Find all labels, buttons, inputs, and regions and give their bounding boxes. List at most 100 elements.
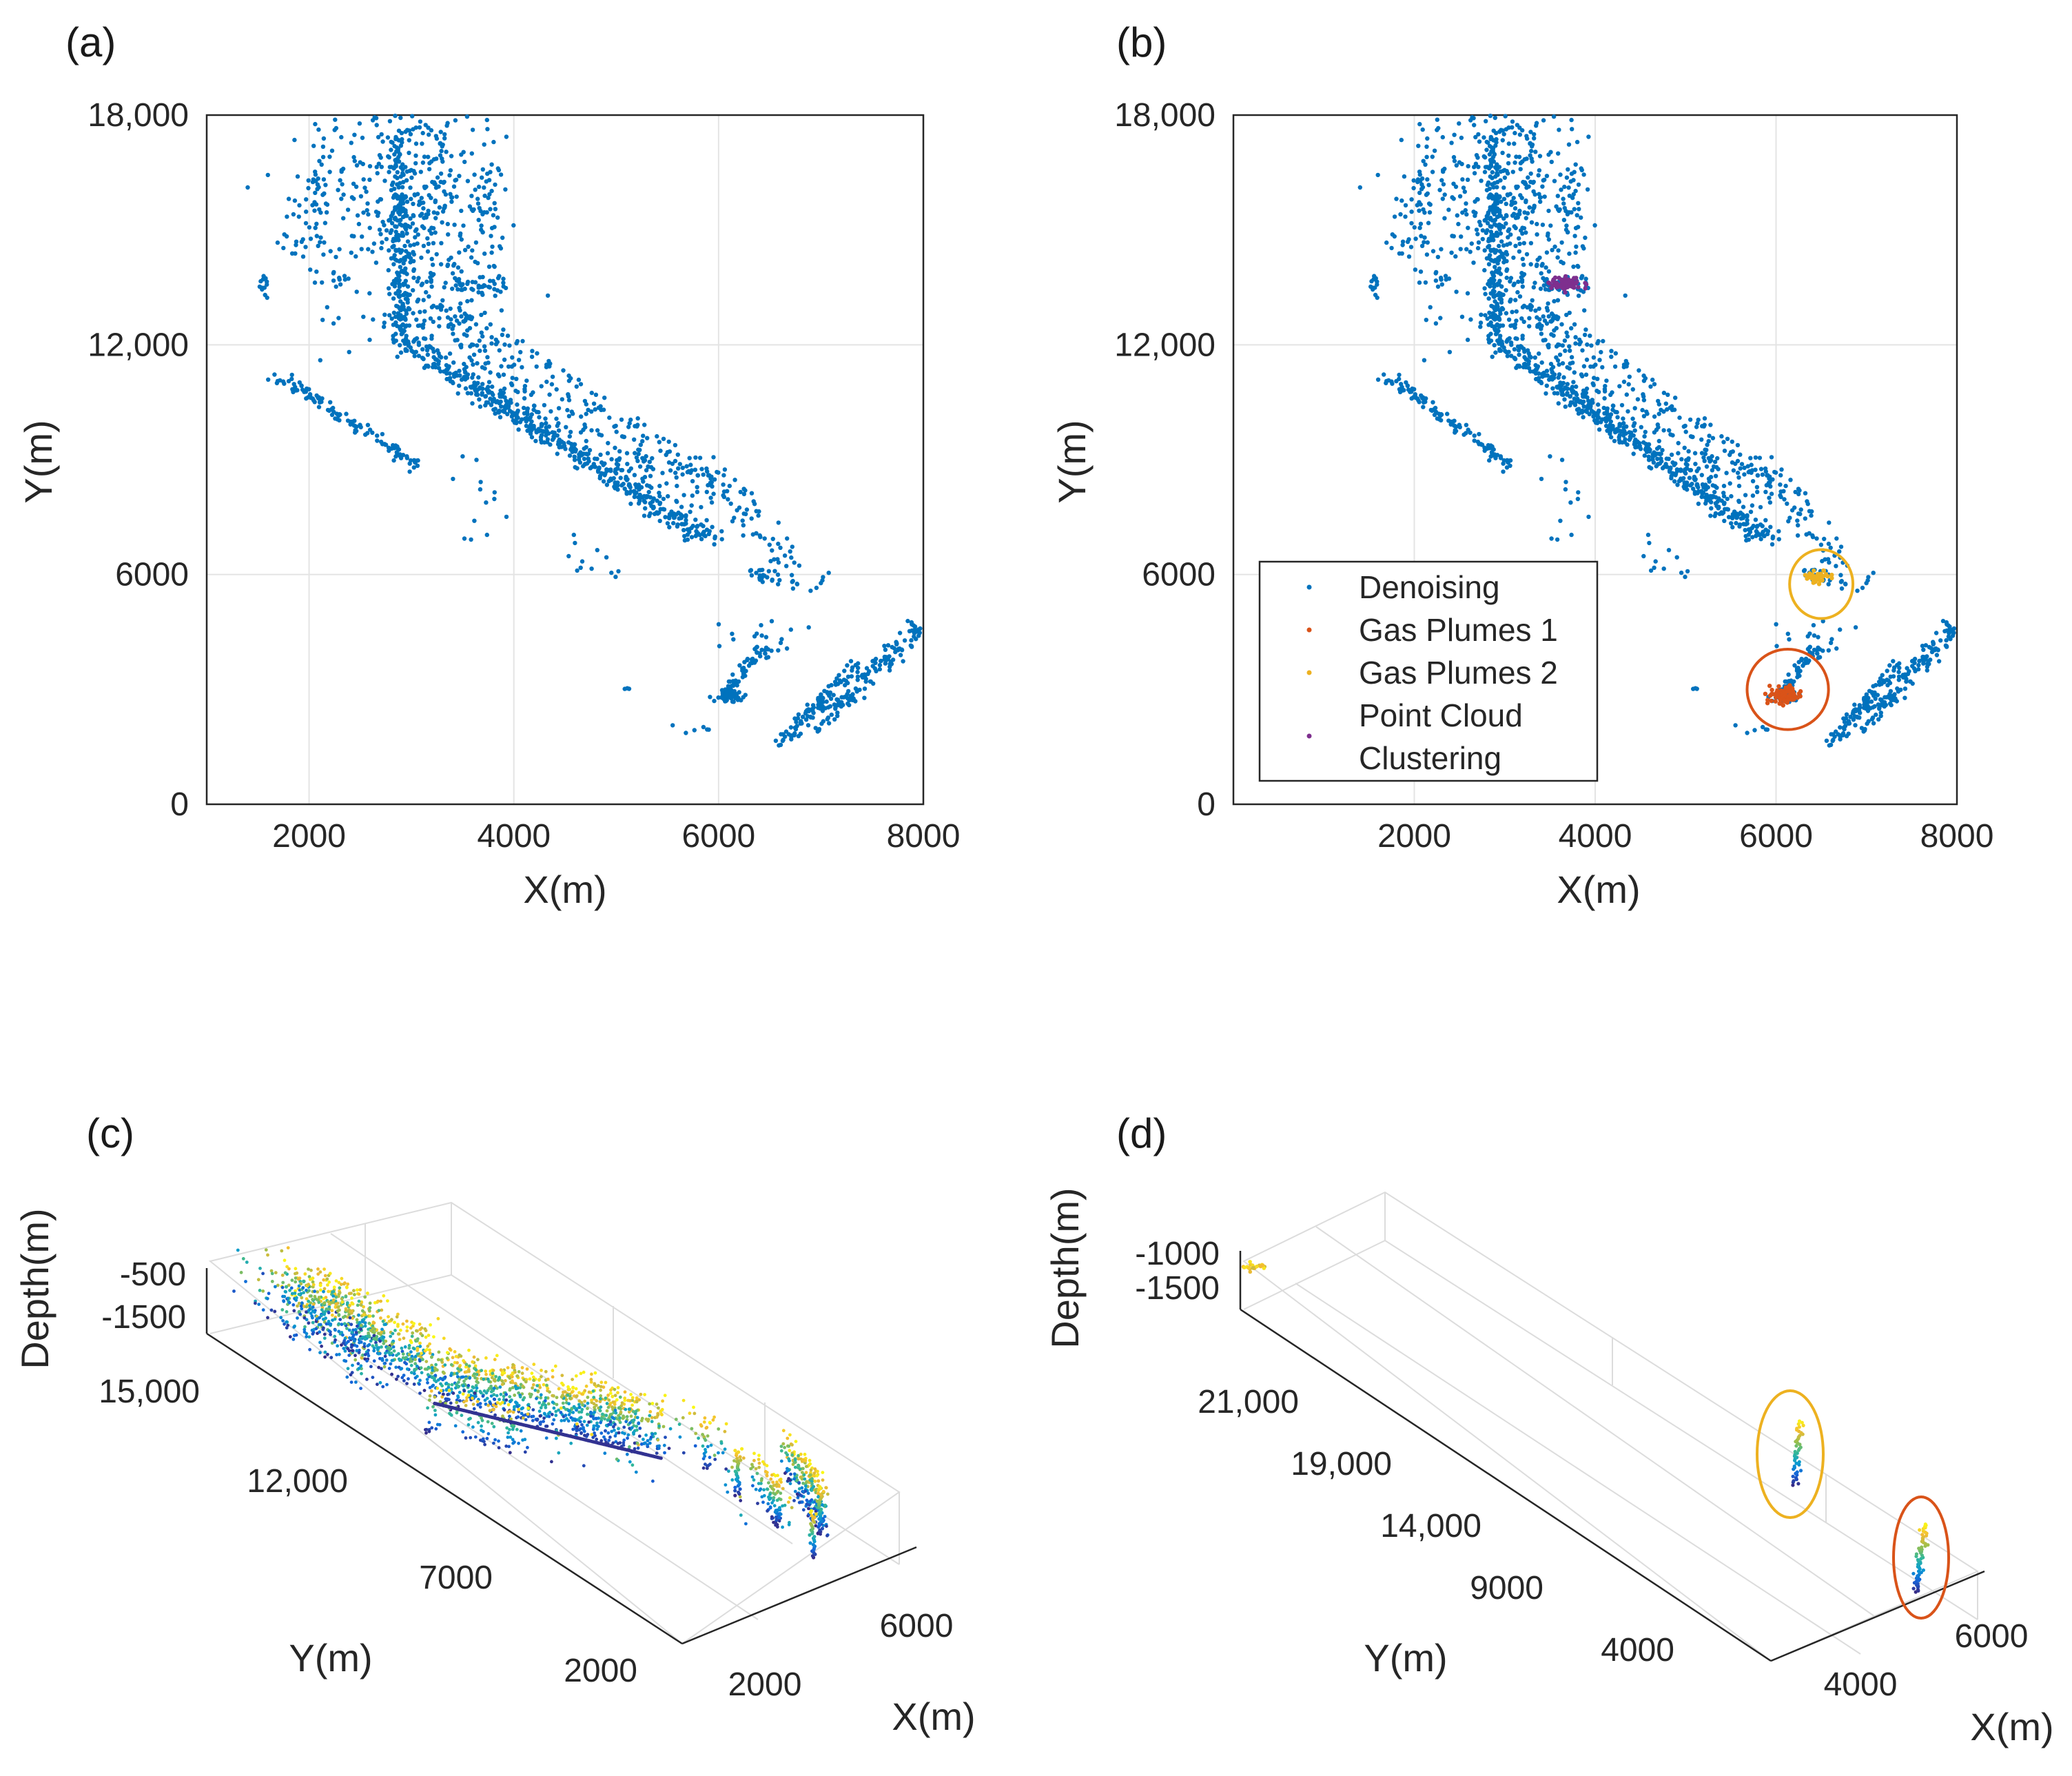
data-point-denoising: [750, 532, 756, 537]
data-point-denoising: [1659, 451, 1663, 456]
data-point-denoising: [1839, 578, 1844, 584]
data-point-denoising: [1656, 411, 1661, 416]
data-point-denoising: [826, 721, 832, 726]
data-point-denoising: [1686, 449, 1691, 453]
data-point-denoising: [402, 256, 407, 261]
data-point-denoising: [1746, 537, 1751, 542]
data-point-denoising: [1497, 249, 1502, 254]
data-point-denoising: [554, 416, 559, 421]
point-cloud-point: [307, 1267, 310, 1271]
data-point-denoising: [409, 196, 413, 201]
data-point-point-cloud-clustering: [1567, 278, 1572, 283]
data-point-denoising: [1508, 192, 1512, 196]
data-point-denoising: [448, 168, 453, 173]
data-point-denoising: [1424, 252, 1430, 257]
data-point-denoising: [297, 380, 302, 385]
data-point-denoising: [1625, 409, 1630, 414]
data-point-denoising: [863, 679, 868, 684]
data-point-denoising: [413, 460, 418, 465]
data-point-denoising: [608, 467, 613, 472]
data-point-denoising: [493, 407, 498, 411]
data-point-denoising: [1734, 515, 1740, 520]
data-point-denoising: [1576, 225, 1581, 229]
data-point-denoising: [1770, 542, 1775, 547]
data-point-denoising: [1528, 130, 1533, 134]
data-point-denoising: [339, 134, 344, 140]
data-point-denoising: [731, 637, 736, 642]
data-point-denoising: [448, 306, 453, 312]
data-point-denoising: [420, 281, 425, 286]
data-point-denoising: [360, 234, 365, 239]
data-point-denoising: [1820, 559, 1825, 564]
data-point-denoising: [745, 656, 750, 662]
data-point-denoising: [379, 165, 384, 170]
data-point-denoising: [1519, 316, 1524, 321]
data-point-denoising: [846, 688, 851, 694]
point-cloud-point: [261, 1289, 265, 1293]
data-point-denoising: [1633, 445, 1638, 450]
data-point-denoising: [1929, 646, 1933, 651]
data-point-denoising: [503, 187, 508, 192]
data-point-denoising: [1722, 500, 1727, 505]
data-point-denoising: [1539, 476, 1544, 482]
data-point-denoising: [1535, 323, 1540, 328]
data-point-denoising: [521, 405, 526, 411]
data-point-denoising: [1532, 136, 1537, 141]
data-point-denoising: [433, 230, 438, 235]
data-point-denoising: [499, 364, 504, 369]
data-point-denoising: [1574, 139, 1580, 145]
data-point-denoising: [624, 474, 628, 480]
point-cloud-point: [294, 1280, 298, 1284]
data-point-denoising: [1613, 351, 1618, 356]
data-point-denoising: [1489, 149, 1494, 154]
data-point-denoising: [788, 627, 794, 632]
data-point-denoising: [1512, 160, 1517, 165]
point-cloud-point: [355, 1318, 359, 1322]
data-point-denoising: [281, 245, 286, 251]
data-point-denoising: [1688, 417, 1693, 422]
data-point-denoising: [1501, 132, 1506, 136]
data-point-denoising: [1758, 537, 1763, 542]
point-cloud-point: [296, 1316, 299, 1320]
data-point-denoising: [1736, 483, 1742, 489]
data-point-denoising: [719, 537, 724, 542]
data-point-denoising: [1419, 243, 1425, 248]
data-point-denoising: [1648, 384, 1653, 389]
data-point-denoising: [1637, 368, 1641, 373]
data-point-denoising: [1488, 158, 1493, 163]
data-point-denoising: [480, 382, 485, 387]
data-point-denoising: [1860, 585, 1865, 591]
data-point-denoising: [657, 510, 661, 515]
data-point-denoising: [560, 397, 564, 402]
data-point-denoising: [1836, 732, 1840, 737]
data-point-denoising: [1427, 210, 1433, 215]
data-point-denoising: [1661, 409, 1666, 414]
data-point-denoising: [770, 536, 776, 542]
data-point-denoising: [794, 582, 800, 586]
data-point-denoising: [442, 285, 447, 290]
data-point-denoising: [1541, 118, 1546, 123]
data-point-denoising: [759, 633, 764, 638]
data-point-denoising: [1486, 212, 1490, 216]
data-point-denoising: [632, 494, 637, 500]
data-point-denoising: [478, 480, 483, 484]
data-point-denoising: [642, 498, 646, 503]
data-point-denoising: [1508, 463, 1512, 468]
point-cloud-point: [371, 1376, 375, 1379]
data-point-denoising: [426, 208, 431, 214]
data-point-denoising: [1495, 207, 1501, 212]
data-point-denoising: [1463, 207, 1468, 213]
data-point-denoising: [419, 196, 424, 201]
data-point-denoising: [545, 440, 550, 445]
data-point-denoising: [817, 706, 823, 711]
data-point-denoising: [408, 256, 413, 261]
data-point-denoising: [710, 524, 715, 529]
point-cloud-point: [347, 1313, 351, 1316]
data-point-denoising: [1878, 702, 1884, 707]
data-point-denoising: [781, 732, 786, 737]
data-point-denoising: [1625, 361, 1630, 366]
data-point-denoising: [416, 192, 420, 196]
data-point-denoising: [457, 383, 462, 388]
data-point-denoising: [1579, 372, 1584, 377]
data-point-denoising: [334, 125, 339, 131]
